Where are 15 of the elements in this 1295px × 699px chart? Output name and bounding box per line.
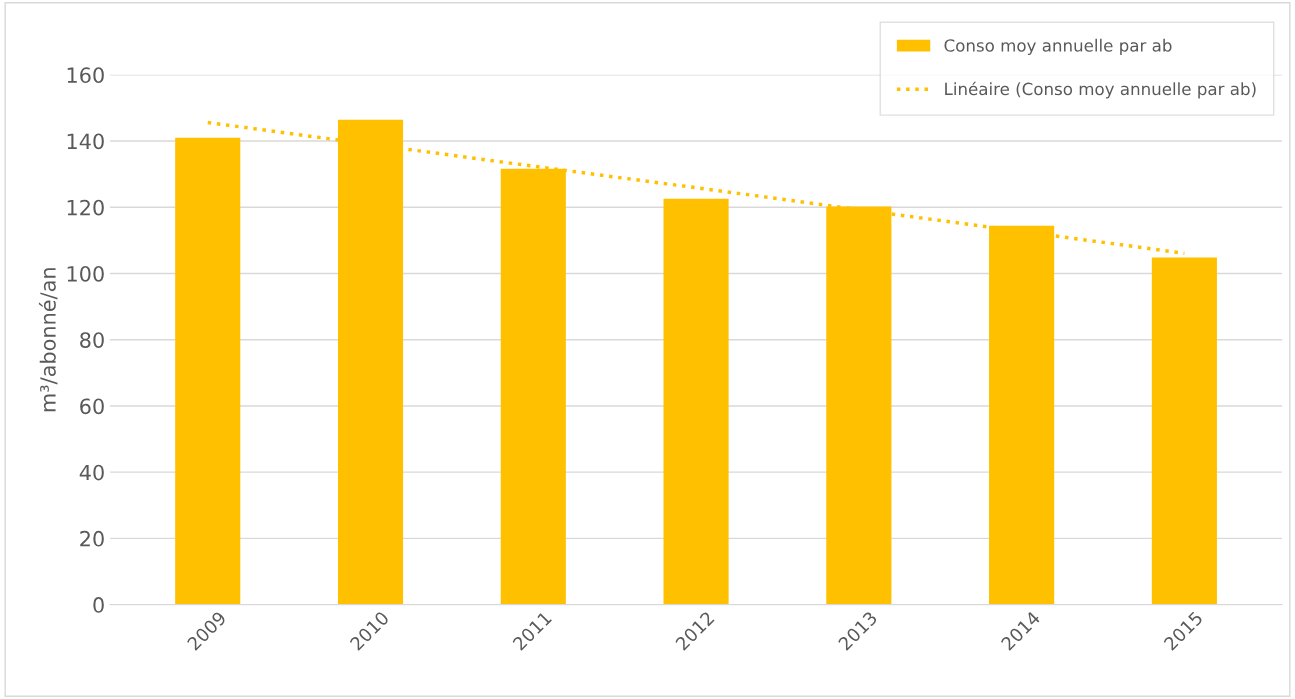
legend-label: Conso moy annuelle par ab bbox=[944, 38, 1172, 55]
y-tick-label: 140 bbox=[67, 133, 104, 150]
bar bbox=[1151, 257, 1217, 605]
bar bbox=[175, 137, 241, 605]
y-tick-label: 40 bbox=[79, 464, 104, 481]
y-tick-label: 20 bbox=[80, 530, 104, 547]
legend-label: Linéaire (Conso moy annuelle par ab) bbox=[945, 81, 1256, 99]
y-axis-title: m³/abonné/an bbox=[38, 268, 58, 412]
y-tick-label: 60 bbox=[80, 398, 104, 415]
y-tick-label: 100 bbox=[67, 265, 104, 282]
y-tick-label: 0 bbox=[93, 597, 104, 613]
y-tick-label: 80 bbox=[80, 332, 104, 348]
bar bbox=[663, 198, 729, 605]
y-tick-label: 120 bbox=[67, 199, 104, 216]
y-tick-label: 160 bbox=[67, 67, 104, 83]
